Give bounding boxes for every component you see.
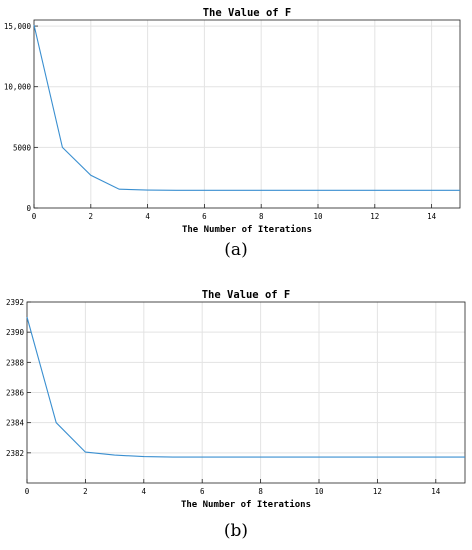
series-line-a bbox=[33, 24, 460, 191]
plot-area-a bbox=[34, 20, 460, 208]
x-tick-label-b: 0 bbox=[25, 487, 30, 496]
x-tick-label-b: 6 bbox=[200, 487, 205, 496]
y-tick-label-a: 10,000 bbox=[4, 83, 32, 92]
x-tick-label-b: 14 bbox=[431, 487, 441, 496]
y-tick-label-b: 2382 bbox=[6, 449, 24, 458]
x-tick-label-a: 4 bbox=[145, 212, 150, 221]
x-tick-label-a: 6 bbox=[202, 212, 207, 221]
x-tick-label-a: 8 bbox=[259, 212, 264, 221]
caption-a: (a) bbox=[224, 240, 248, 260]
x-tick-label-a: 10 bbox=[313, 212, 323, 221]
x-tick-label-a: 0 bbox=[32, 212, 37, 221]
y-tick-label-b: 2392 bbox=[6, 298, 24, 307]
chart-title-a: The Value of F bbox=[203, 7, 292, 19]
y-tick-label-b: 2386 bbox=[6, 389, 25, 398]
axes-frame-a bbox=[33, 19, 461, 209]
x-tick-label-b: 4 bbox=[142, 487, 147, 496]
x-tick-label-b: 8 bbox=[258, 487, 263, 496]
x-tick-label-b: 2 bbox=[83, 487, 88, 496]
x-tick-label-b: 10 bbox=[314, 487, 324, 496]
y-tick-label-a: 5000 bbox=[13, 143, 32, 152]
x-axis-label-b: The Number of Iterations bbox=[181, 499, 311, 510]
y-tick-label-b: 2390 bbox=[6, 328, 25, 337]
y-tick-label-b: 2388 bbox=[6, 358, 25, 367]
x-tick-label-a: 2 bbox=[89, 212, 94, 221]
series-line-b bbox=[26, 316, 465, 458]
y-tick-label-a: 0 bbox=[26, 204, 31, 213]
caption-b: (b) bbox=[223, 521, 249, 541]
plot-b: 0 2 4 6 8 10 12 14 2382 2384 2386 2388 2390 2392 The V… bbox=[6, 289, 466, 510]
x-tick-label-b: 12 bbox=[373, 487, 382, 496]
y-tick-label-b: 2384 bbox=[6, 419, 25, 428]
y-tick-label-a: 15,000 bbox=[4, 22, 32, 31]
plot-a: 0 2 4 6 8 10 12 14 0 5000 10,000 15,000 The Value of… bbox=[4, 7, 461, 235]
x-tick-label-a: 14 bbox=[427, 212, 437, 221]
x-axis-label-a: The Number of Iterations bbox=[182, 224, 312, 235]
chart-title-b: The Value of F bbox=[202, 289, 291, 301]
x-tick-label-a: 12 bbox=[370, 212, 379, 221]
